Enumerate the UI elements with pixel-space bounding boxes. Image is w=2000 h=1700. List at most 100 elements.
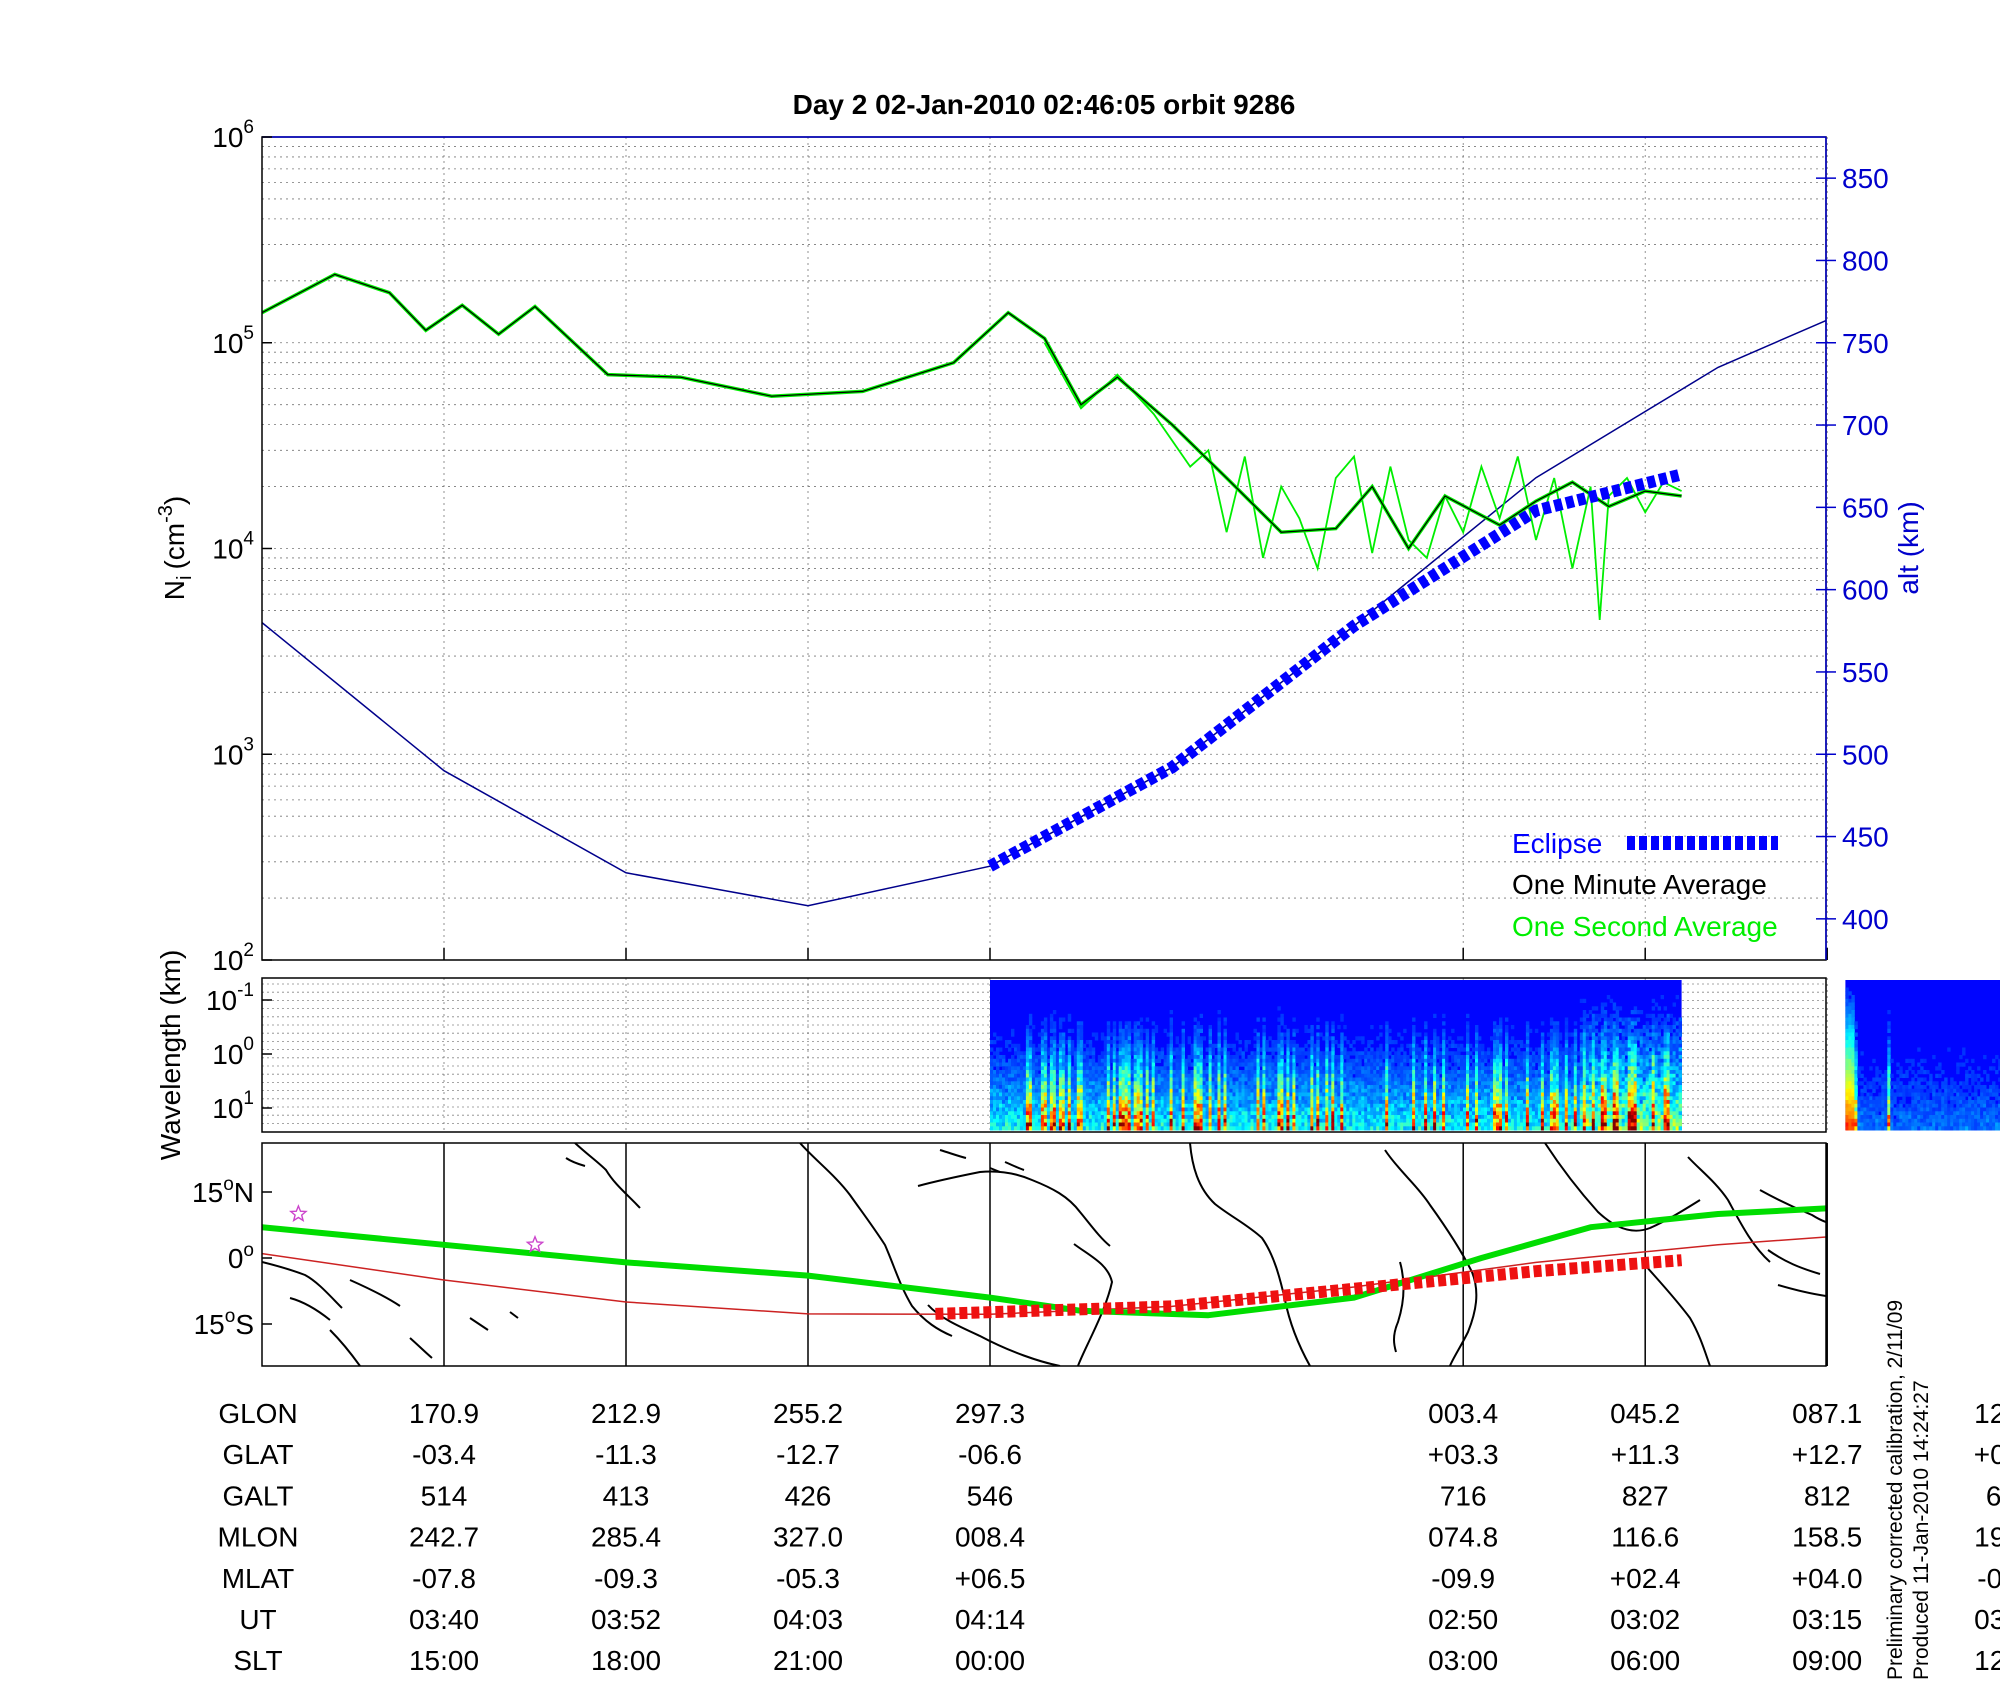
spectrogram-cell: [1052, 1047, 1057, 1052]
spectrogram-cell: [1582, 1118, 1587, 1123]
spectrogram-cell: [1088, 1077, 1093, 1082]
spectrogram-cell: [1217, 1028, 1221, 1033]
spectrogram-cell: [1058, 1100, 1063, 1105]
spectrogram-cell: [1157, 1066, 1162, 1071]
spectrogram-cell: [1289, 1111, 1293, 1116]
spectrogram-cell: [1184, 1103, 1188, 1108]
spectrogram-cell: [1157, 1055, 1162, 1060]
spectrogram-cell: [1154, 1077, 1159, 1082]
spectrogram-cell: [1034, 1085, 1039, 1090]
spectrogram-cell: [1079, 1118, 1084, 1123]
spectrogram-cell: [1472, 1055, 1476, 1060]
spectrogram-cell: [1091, 1070, 1096, 1075]
spectrogram-cell: [1226, 1085, 1230, 1090]
spectrogram-cell: [1067, 1013, 1072, 1018]
spectrogram-cell: [1546, 1111, 1551, 1116]
tick-base: 10: [212, 534, 243, 565]
spectrogram-cell: [1008, 1100, 1012, 1105]
spectrogram-cell: [1463, 1122, 1467, 1127]
spectrogram-cell: [1109, 1085, 1114, 1090]
spectrogram-cell: [1370, 1081, 1374, 1086]
spectrogram-cell: [1151, 1032, 1156, 1037]
spectrogram-cell: [1265, 1111, 1269, 1116]
spectrogram-cell: [1475, 1043, 1479, 1048]
spectrogram-cell: [1436, 1047, 1440, 1052]
spectrogram-cell: [1552, 1055, 1557, 1060]
spectrogram-cell: [1540, 1021, 1545, 1026]
spectrogram-cell: [1430, 1100, 1434, 1105]
spectrogram-cell: [1328, 1055, 1332, 1060]
spectrogram-cell: [1175, 1062, 1179, 1067]
spectrogram-cell: [1385, 1055, 1389, 1060]
spectrogram-cell: [1337, 1111, 1341, 1116]
spectrogram-cell: [1011, 1126, 1015, 1131]
spectrogram-cell: [1525, 1051, 1530, 1056]
spectrogram-cell: [1253, 1111, 1257, 1116]
spectrogram-cell: [1478, 1070, 1482, 1075]
spectrogram-cell: [1373, 1103, 1377, 1108]
spectrogram-cell: [1555, 1055, 1560, 1060]
spectrogram-cell: [1588, 1073, 1593, 1078]
spectrogram-cell: [1409, 1051, 1413, 1056]
spectrogram-cell: [1499, 1036, 1503, 1041]
spectrogram-cell: [1166, 1103, 1170, 1108]
spectrogram-cell: [1025, 1107, 1030, 1112]
spectrogram-cell: [1436, 1122, 1440, 1127]
spectrogram-cell: [1100, 1081, 1105, 1086]
spectrogram-cell: [1340, 1073, 1344, 1078]
spectrogram-cell: [1295, 1051, 1299, 1056]
spectrogram-cell: [1133, 1096, 1138, 1101]
spectrogram-cell: [1397, 1047, 1401, 1052]
spectrogram-cell: [1247, 1122, 1251, 1127]
spectrogram-cell: [1097, 1092, 1102, 1097]
spectrogram-cell: [1238, 1051, 1242, 1056]
spectrogram-cell: [1145, 1118, 1150, 1123]
spectrogram-cell: [1217, 1077, 1221, 1082]
spectrogram-cell: [1184, 1107, 1188, 1112]
spectrogram-cell: [1430, 1055, 1434, 1060]
spectrogram-cell: [1472, 1126, 1476, 1131]
spectrogram-cell: [1229, 1126, 1233, 1131]
spectrogram-cell: [1250, 1096, 1254, 1101]
spectrogram-cell: [1445, 1081, 1449, 1086]
spectrogram-cell: [1064, 1073, 1069, 1078]
spectrogram-cell: [1493, 1088, 1497, 1093]
spectrogram-cell: [1031, 1088, 1036, 1093]
spectrogram-cell: [1510, 1070, 1515, 1075]
spectrogram-cell: [1433, 1092, 1437, 1097]
spectrogram-cell: [1463, 1077, 1467, 1082]
spectrogram-cell: [1499, 1111, 1503, 1116]
spectrogram-cell: [1499, 1115, 1503, 1120]
spectrogram-cell: [1343, 1066, 1347, 1071]
spectrogram-cell: [1349, 1115, 1353, 1120]
spectrogram-cell: [1052, 1107, 1057, 1112]
spectrogram-cell: [1277, 1100, 1281, 1105]
spectrogram-cell: [1325, 1122, 1329, 1127]
spectrogram-cell: [1510, 1115, 1515, 1120]
altitude-line: [262, 319, 1826, 907]
spectrogram-cell: [1367, 1040, 1371, 1045]
spectrogram-cell: [1139, 1118, 1144, 1123]
spectrogram-cell: [1043, 1055, 1048, 1060]
spectrogram-cell: [1043, 1058, 1048, 1063]
spectrogram-cell: [1561, 1062, 1566, 1067]
spectrogram-cell: [1310, 1043, 1314, 1048]
spectrogram-cell: [1172, 1103, 1176, 1108]
spectrogram-cell: [1588, 1081, 1593, 1086]
spectrogram-cell: [1478, 1118, 1482, 1123]
spectrogram-cell: [1292, 1100, 1296, 1105]
spectrogram-cell: [1172, 1096, 1176, 1101]
spectrogram-cell: [1070, 1122, 1075, 1127]
spectrogram-cell: [1460, 1081, 1464, 1086]
spectrogram-cell: [999, 1111, 1003, 1116]
spectrogram-cell: [1436, 1055, 1440, 1060]
spectrogram-cell: [1573, 1077, 1578, 1082]
spectrogram-cell: [1331, 1051, 1335, 1056]
spectrogram-cell: [1528, 1055, 1533, 1060]
spectrogram-cell: [1250, 1111, 1254, 1116]
spectrogram-cell: [1322, 1055, 1326, 1060]
spectrogram-cell: [1205, 1055, 1209, 1060]
spectrogram-cell: [1148, 1085, 1153, 1090]
spectrogram-cell: [1127, 1073, 1132, 1078]
spectrogram-cell: [1256, 1096, 1260, 1101]
